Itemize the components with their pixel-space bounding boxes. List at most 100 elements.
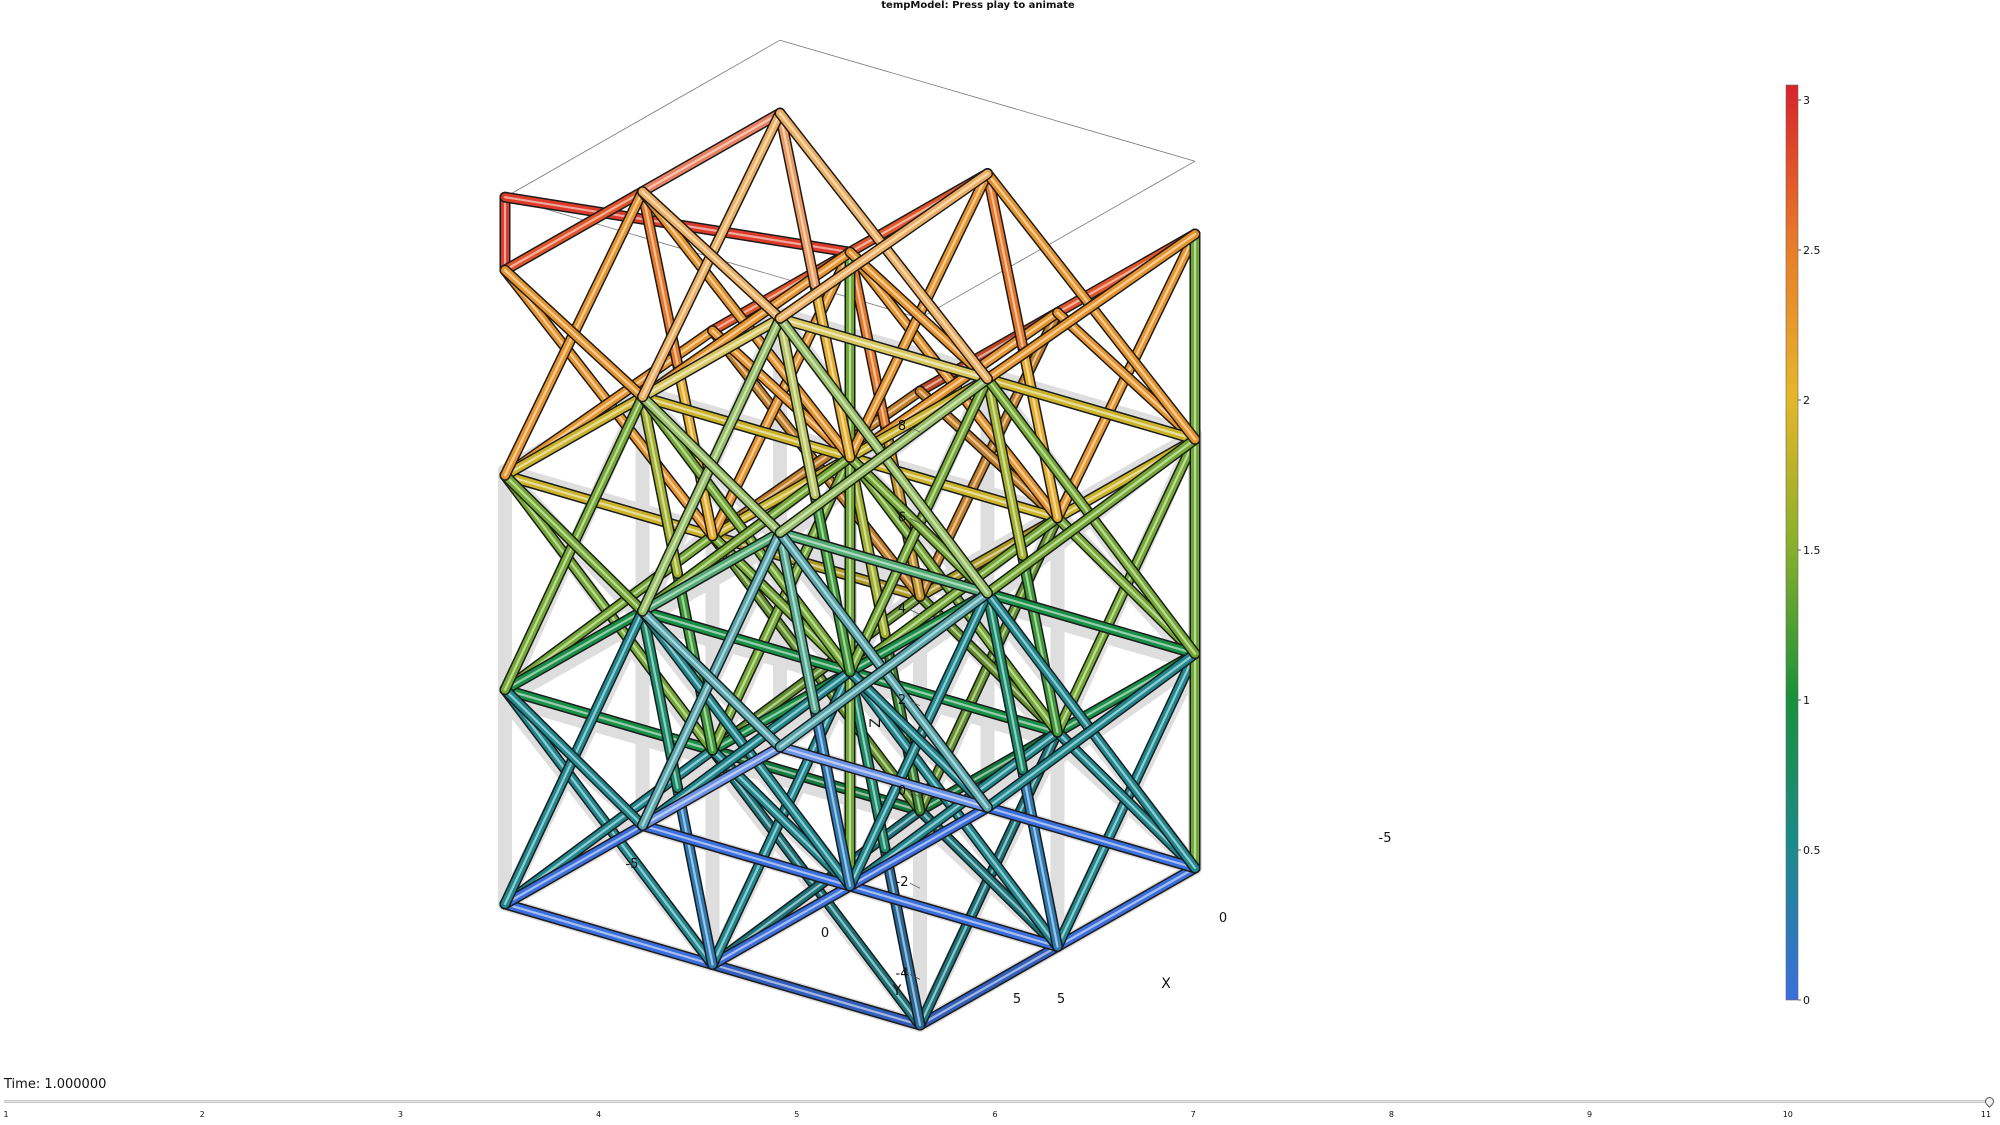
strut-highlight [986,377,1024,557]
strut-highlight [1021,768,1059,948]
strut-highlight [641,531,782,613]
strut [982,433,1201,599]
strut [774,587,993,753]
strut-highlight [503,610,644,691]
strut [672,782,718,970]
strut [809,279,856,463]
strut-highlight [778,317,817,497]
slider-tick-label: 7 [1190,1110,1196,1119]
strut-highlight [986,172,1024,347]
z-tick [909,609,921,615]
strut [774,312,993,385]
lattice-3d-view[interactable]: 8 6 4 2 0 -2 -4 Z -5 0 5 Y 5 0 -5 X [0,0,2000,1080]
strut-highlight [778,592,989,749]
strut-highlight [711,963,922,1027]
z-axis-label: Z [868,718,884,728]
strut [982,168,1028,352]
slider-track[interactable] [4,1100,1994,1103]
strut-highlight [503,688,644,827]
strut-highlight [848,456,1059,519]
strut-highlight [883,847,922,1027]
z-tick [909,974,921,980]
slider-tick-label: 4 [596,1110,602,1119]
z-tick [909,700,921,707]
y-tick-label: 0 [821,926,829,941]
z-tick-label: 6 [898,510,906,525]
strut [809,703,856,892]
strut-highlight [986,377,1197,441]
strut-highlight [641,610,852,673]
strut-highlight [813,708,852,888]
slider-tick-label: 1 [3,1110,9,1119]
strut-highlight [641,395,852,459]
y-tick-label: -5 [626,857,639,872]
z-tick-label: -2 [896,875,909,890]
strut [844,451,1063,524]
strut [499,684,648,831]
strut [774,741,993,813]
strut [914,941,1063,1031]
strut-highlight [503,190,644,272]
time-readout: Time: 1.000000 [4,1077,107,1092]
strut-highlight [1021,554,1059,734]
slider-tick-label: 11 [1980,1110,1992,1119]
strut-highlight [848,884,1059,948]
strut-highlight [503,824,644,906]
strut-highlight [778,112,817,287]
strut-highlight [641,112,782,193]
deformed-lattice [499,107,1201,1031]
strut-highlight [986,806,1197,870]
strut-highlight [641,610,782,749]
strut [879,842,926,1031]
strut-highlight [778,531,989,595]
strut [637,605,856,678]
strut-highlight [848,806,989,888]
strut-highlight [503,474,644,613]
strut [844,802,993,892]
slider-tick-label: 8 [1388,1110,1394,1119]
strut [707,880,856,970]
strut [982,373,1201,445]
strut-highlight [1021,344,1059,519]
strut [982,228,1201,385]
strut [844,666,1063,738]
strut-highlight [503,902,714,966]
strut-highlight [986,592,1024,771]
slider-thumb[interactable] [1983,1095,1996,1108]
z-tick-label: 0 [898,784,906,799]
strut [637,312,786,403]
z-tick [909,518,921,524]
z-tick [909,882,921,889]
x-tick-label: 5 [1057,992,1065,1007]
strut [637,605,786,753]
strut-highlight [641,395,782,534]
strut-highlight [986,652,1197,809]
slider-tick-labels: 1 2 3 4 5 6 7 8 9 10 11 [0,1110,2000,1125]
strut [637,391,786,539]
strut [499,186,648,276]
strut-highlight [778,745,989,809]
axes: 8 6 4 2 0 -2 -4 Z -5 0 5 Y 5 0 -5 X [626,419,1392,1007]
strut-highlight [778,377,989,534]
z-tick-label: 4 [898,602,906,617]
z-tick-label: 8 [898,419,906,434]
strut-highlight [503,395,644,477]
strut-highlight [778,531,817,711]
strut-highlight [848,670,1059,734]
strut-highlight [1056,866,1197,948]
strut [637,741,786,831]
strut [1052,862,1201,952]
strut [982,648,1201,813]
slider-tick-label: 2 [199,1110,205,1119]
strut [1017,764,1063,952]
strut [809,489,856,678]
strut [774,527,993,599]
time-slider[interactable] [4,1095,1996,1108]
strut-highlight [986,592,1197,655]
strut [1017,550,1063,738]
strut-highlight [778,172,989,320]
strut [499,469,648,617]
slider-tick-label: 6 [992,1110,998,1119]
strut-highlight [986,438,1197,595]
x-tick-label: -5 [1379,831,1392,846]
